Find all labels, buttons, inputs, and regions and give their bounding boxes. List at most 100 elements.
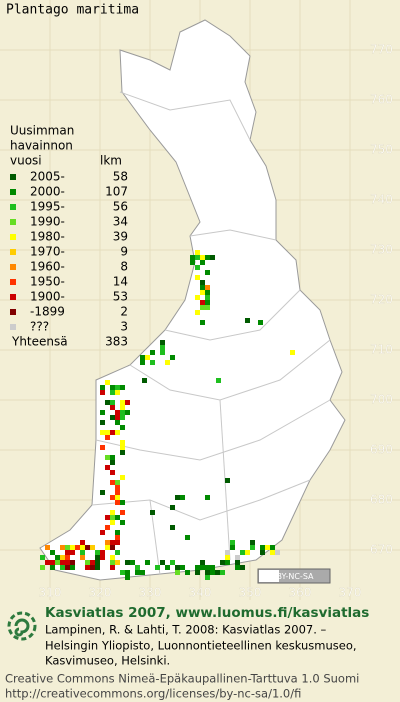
observation-square <box>195 250 200 255</box>
observation-square <box>120 405 125 410</box>
legend-label: 2005- <box>30 170 65 184</box>
legend-count: 14 <box>113 275 128 289</box>
observation-square <box>142 378 147 383</box>
north-label: 760 <box>370 93 393 107</box>
observation-square <box>115 495 120 500</box>
legend: Uusimman havainnon vuosi lkm Yhteensä 38… <box>10 124 128 349</box>
observation-square <box>70 545 75 550</box>
observation-square <box>120 450 125 455</box>
observation-square <box>200 300 205 305</box>
observation-square <box>120 475 125 480</box>
observation-square <box>70 560 75 565</box>
observation-square <box>115 390 120 395</box>
observation-square <box>115 560 120 565</box>
legend-swatch <box>10 294 16 300</box>
observation-square <box>115 490 120 495</box>
observation-square <box>50 565 55 570</box>
observation-square <box>55 560 60 565</box>
observation-square <box>170 560 175 565</box>
east-label: 310 <box>39 586 62 600</box>
east-label: 350 <box>239 586 262 600</box>
observation-square <box>160 340 165 345</box>
observation-square <box>210 570 215 575</box>
observation-squares <box>40 250 295 580</box>
observation-square <box>40 555 45 560</box>
finland-outline <box>39 19 346 581</box>
observation-square <box>60 545 65 550</box>
observation-square <box>205 255 210 260</box>
observation-square <box>105 455 110 460</box>
observation-square <box>45 560 50 565</box>
legend-label: 1990- <box>30 215 65 229</box>
axis-labels: 770 760 750 740 730 720 710 700 690 680 670 310 320 3… <box>38 42 393 600</box>
legend-header: havainnon <box>10 139 73 153</box>
observation-square <box>225 478 230 483</box>
observation-square <box>245 550 250 555</box>
observation-square <box>120 410 125 415</box>
observation-square <box>170 355 175 360</box>
observation-square <box>110 390 115 395</box>
observation-square <box>185 570 190 575</box>
north-label: 700 <box>370 393 393 407</box>
observation-square <box>80 550 85 555</box>
observation-square <box>75 545 80 550</box>
observation-square <box>80 545 85 550</box>
observation-square <box>160 560 165 565</box>
observation-square <box>115 515 120 520</box>
observation-square <box>70 550 75 555</box>
observation-square <box>50 560 55 565</box>
north-label: 680 <box>370 493 393 507</box>
observation-square <box>85 565 90 570</box>
observation-square <box>110 555 115 560</box>
east-label: 360 <box>289 586 312 600</box>
observation-square <box>145 355 150 360</box>
legend-label: 1980- <box>30 230 65 244</box>
observation-square <box>115 530 120 535</box>
observation-square <box>100 445 105 450</box>
observation-square <box>200 255 205 260</box>
observation-square <box>90 545 95 550</box>
observation-square <box>65 560 70 565</box>
footer-heading[interactable]: Kasviatlas 2007, www.luomus.fi/kasviatla… <box>45 605 369 621</box>
observation-square <box>95 550 100 555</box>
legend-count: 56 <box>113 200 128 214</box>
observation-square <box>205 575 210 580</box>
east-label: 330 <box>139 586 162 600</box>
observation-square <box>110 510 115 515</box>
observation-square <box>110 455 115 460</box>
north-label: 770 <box>370 43 393 57</box>
license-line[interactable]: http://creativecommons.org/licenses/by-n… <box>5 687 301 701</box>
legend-swatch <box>10 234 16 240</box>
observation-square <box>200 320 205 325</box>
observation-square <box>225 555 230 560</box>
observation-square <box>120 385 125 390</box>
observation-square <box>100 555 105 560</box>
observation-square <box>170 525 175 530</box>
observation-square <box>150 350 155 355</box>
legend-label: -1899 <box>30 305 65 319</box>
observation-square <box>60 560 65 565</box>
observation-square <box>60 555 65 560</box>
observation-square <box>40 565 45 570</box>
observation-square <box>125 410 130 415</box>
observation-square <box>65 545 70 550</box>
observation-square <box>170 505 175 510</box>
observation-square <box>205 290 210 295</box>
observation-square <box>115 430 120 435</box>
legend-count-header: lkm <box>100 154 122 168</box>
observation-square <box>205 565 210 570</box>
observation-square <box>90 565 95 570</box>
observation-square <box>70 565 75 570</box>
observation-square <box>240 550 245 555</box>
observation-square <box>230 540 235 545</box>
observation-square <box>65 550 70 555</box>
observation-square <box>245 318 250 323</box>
observation-square <box>195 310 200 315</box>
observation-square <box>200 260 205 265</box>
map-title: Plantago maritima <box>6 3 139 18</box>
observation-square <box>135 570 140 575</box>
legend-label: ??? <box>30 320 49 334</box>
observation-square <box>110 565 115 570</box>
observation-square <box>235 565 240 570</box>
legend-swatch <box>10 204 16 210</box>
